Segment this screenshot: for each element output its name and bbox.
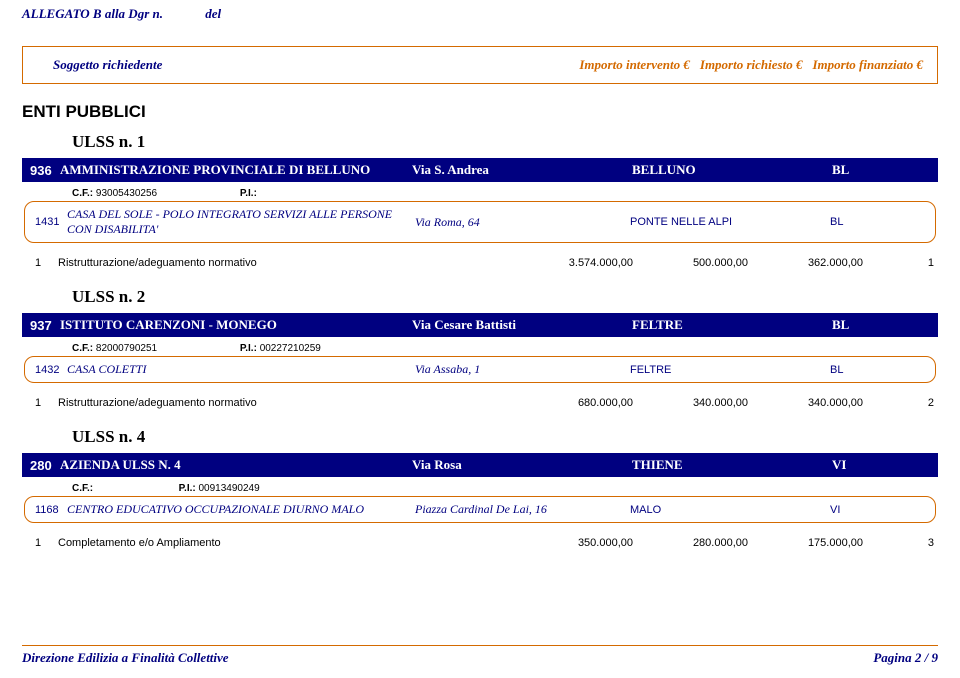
work-seq: 2 [908,397,938,409]
ulss-heading: ULSS n. 1 [72,132,938,152]
work-v1: 350.000,00 [518,537,633,549]
work-n: 1 [28,257,48,269]
footer-left: Direzione Edilizia a Finalità Collettive [22,650,229,666]
box-name: CENTRO EDUCATIVO OCCUPAZIONALE DIURNO MA… [67,502,415,517]
cf-value: 93005430256 [96,188,157,199]
band-prov: BL [832,162,849,178]
box-addr: Via Assaba, 1 [415,362,630,377]
box-city: MALO [630,504,830,516]
header-amounts: Importo intervento € Importo richiesto €… [579,57,923,73]
box-id: 1432 [35,364,67,376]
pi-label: P.I.: [240,188,257,199]
project-box: 1431 CASA DEL SOLE - POLO INTEGRATO SERV… [24,201,936,243]
work-v3: 362.000,00 [748,257,863,269]
work-v1: 3.574.000,00 [518,257,633,269]
box-name: CASA DEL SOLE - POLO INTEGRATO SERVIZI A… [67,207,415,237]
band-name: AMMINISTRAZIONE PROVINCIALE DI BELLUNO [60,162,412,178]
band-addr: Via Rosa [412,457,632,473]
enti-heading: ENTI PUBBLICI [22,102,938,122]
work-row: 1 Completamento e/o Ampliamento 350.000,… [22,527,938,559]
work-seq: 3 [908,537,938,549]
box-id: 1168 [35,504,67,516]
pi-value: 00913490249 [199,483,260,494]
box-addr: Piazza Cardinal De Lai, 16 [415,502,630,517]
header-soggetto: Soggetto richiedente [53,57,579,73]
band-city: FELTRE [632,317,832,333]
work-n: 1 [28,397,48,409]
pi-label: P.I.: [240,343,257,354]
pi-value: 00227210259 [260,343,321,354]
band-addr: Via S. Andrea [412,162,632,178]
page: ALLEGATO B alla Dgr n. del Soggetto rich… [0,0,960,559]
work-v3: 175.000,00 [748,537,863,549]
header-box: Soggetto richiedente Importo intervento … [22,46,938,84]
cfpi-row: C.F.: 82000790251 P.I.: 00227210259 [72,343,938,354]
del-label: del [205,6,221,22]
cf-label: C.F.: [72,483,93,494]
top-line: ALLEGATO B alla Dgr n. del [22,6,938,22]
band-city: BELLUNO [632,162,832,178]
band-name: AZIENDA ULSS N. 4 [60,457,412,473]
ulss-heading: ULSS n. 2 [72,287,938,307]
band-id: 936 [30,163,60,178]
work-n: 1 [28,537,48,549]
cfpi-row: C.F.: 93005430256 P.I.: [72,188,938,199]
work-seq: 1 [908,257,938,269]
cfpi-row: C.F.: P.I.: 00913490249 [72,483,938,494]
project-box: 1168 CENTRO EDUCATIVO OCCUPAZIONALE DIUR… [24,496,936,523]
box-prov: BL [830,364,843,376]
box-prov: VI [830,504,840,516]
band-prov: VI [832,457,846,473]
work-desc: Completamento e/o Ampliamento [48,537,518,549]
band-addr: Via Cesare Battisti [412,317,632,333]
header-finanziato: Importo finanziato € [812,57,923,73]
cf-label: C.F.: [72,343,93,354]
work-v2: 340.000,00 [633,397,748,409]
work-v2: 280.000,00 [633,537,748,549]
band-prov: BL [832,317,849,333]
box-name: CASA COLETTI [67,362,415,377]
pi-label: P.I.: [179,483,196,494]
footer-right: Pagina 2 / 9 [873,650,938,666]
allegato-label: ALLEGATO B alla Dgr n. [22,6,202,22]
band-city: THIENE [632,457,832,473]
band-id: 937 [30,318,60,333]
cf-label: C.F.: [72,188,93,199]
work-row: 1 Ristrutturazione/adeguamento normativo… [22,387,938,419]
work-row: 1 Ristrutturazione/adeguamento normativo… [22,247,938,279]
header-intervento: Importo intervento € [579,57,690,73]
box-addr: Via Roma, 64 [415,215,630,230]
work-v1: 680.000,00 [518,397,633,409]
box-id: 1431 [35,216,67,228]
band-id: 280 [30,458,60,473]
box-prov: BL [830,216,843,228]
work-v3: 340.000,00 [748,397,863,409]
band-name: ISTITUTO CARENZONI - MONEGO [60,317,412,333]
entity-band: 937 ISTITUTO CARENZONI - MONEGO Via Cesa… [22,313,938,337]
work-desc: Ristrutturazione/adeguamento normativo [48,397,518,409]
ulss-heading: ULSS n. 4 [72,427,938,447]
work-desc: Ristrutturazione/adeguamento normativo [48,257,518,269]
cf-value: 82000790251 [96,343,157,354]
entity-band: 936 AMMINISTRAZIONE PROVINCIALE DI BELLU… [22,158,938,182]
header-richiesto: Importo richiesto € [700,57,803,73]
footer: Direzione Edilizia a Finalità Collettive… [22,645,938,666]
box-city: FELTRE [630,364,830,376]
work-v2: 500.000,00 [633,257,748,269]
entity-band: 280 AZIENDA ULSS N. 4 Via Rosa THIENE VI [22,453,938,477]
project-box: 1432 CASA COLETTI Via Assaba, 1 FELTRE B… [24,356,936,383]
box-city: PONTE NELLE ALPI [630,216,830,228]
